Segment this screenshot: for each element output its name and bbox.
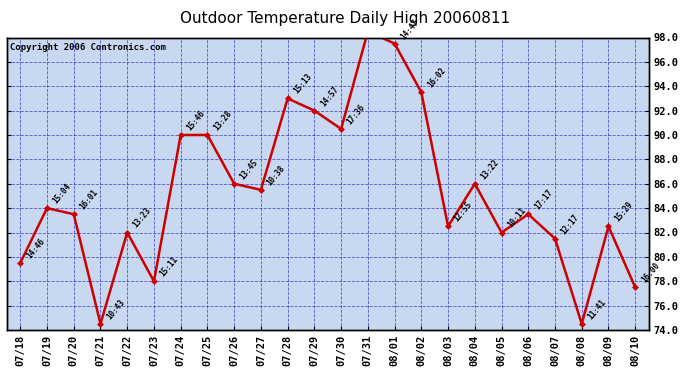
Text: 10:11: 10:11	[506, 206, 527, 230]
Text: Copyright 2006 Contronics.com: Copyright 2006 Contronics.com	[10, 44, 166, 52]
Text: 16:00: 16:00	[640, 261, 661, 285]
Text: 17:36: 17:36	[345, 103, 367, 126]
Text: 17:17: 17:17	[533, 188, 554, 211]
Text: 14:47: 14:47	[399, 17, 420, 41]
Text: 14:57: 14:57	[319, 84, 340, 108]
Text: 14:17: 14:17	[0, 374, 1, 375]
Text: 11:41: 11:41	[586, 298, 608, 321]
Text: 14:46: 14:46	[24, 237, 46, 260]
Text: 15:04: 15:04	[51, 182, 73, 206]
Text: 15:13: 15:13	[292, 72, 313, 96]
Text: 10:38: 10:38	[265, 164, 287, 187]
Text: 13:23: 13:23	[131, 206, 153, 230]
Text: 13:45: 13:45	[238, 158, 260, 181]
Text: 16:02: 16:02	[426, 66, 447, 90]
Text: 15:29: 15:29	[613, 200, 634, 223]
Text: 15:46: 15:46	[185, 109, 206, 132]
Text: Outdoor Temperature Daily High 20060811: Outdoor Temperature Daily High 20060811	[180, 11, 510, 26]
Text: 10:43: 10:43	[105, 298, 126, 321]
Text: 13:28: 13:28	[212, 109, 233, 132]
Text: 13:22: 13:22	[479, 158, 501, 181]
Text: 16:01: 16:01	[78, 188, 99, 211]
Text: 15:11: 15:11	[158, 255, 180, 279]
Text: 12:55: 12:55	[452, 200, 474, 223]
Text: 12:17: 12:17	[559, 212, 581, 236]
